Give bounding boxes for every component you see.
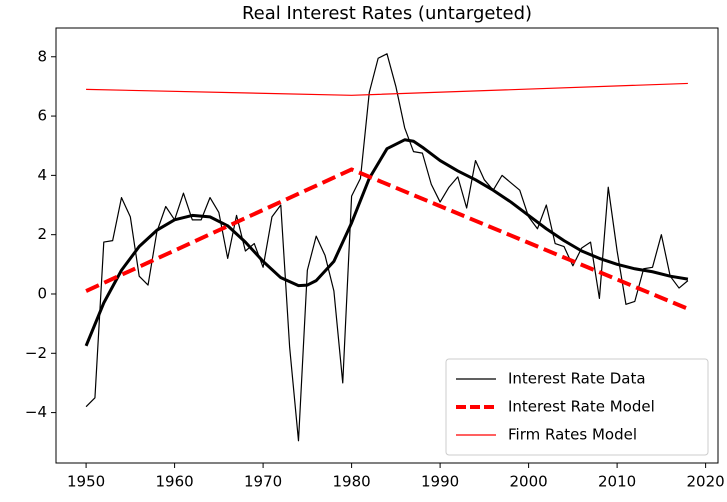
y-tick-label: 4 — [37, 166, 47, 184]
plot-frame — [55, 27, 719, 464]
series-line — [84, 138, 689, 347]
y-tick-label: 0 — [37, 284, 47, 302]
series-line — [85, 53, 689, 442]
series-line — [86, 82, 688, 96]
chart-title: Real Interest Rates (untargeted) — [242, 3, 532, 24]
x-tick-label: 1950 — [67, 473, 105, 491]
x-tick-label: 2010 — [598, 473, 636, 491]
y-tick-label: −4 — [25, 403, 47, 421]
x-tick-label: 1960 — [155, 473, 193, 491]
x-tick-label: 2020 — [687, 473, 725, 491]
x-tick-label: 2000 — [510, 473, 548, 491]
legend-label: Interest Rate Data — [508, 370, 646, 388]
legend-label: Firm Rates Model — [508, 426, 637, 444]
legend-box — [445, 358, 709, 456]
series-line — [85, 167, 689, 311]
x-tick-label: 1990 — [421, 473, 459, 491]
y-tick-label: 8 — [37, 47, 47, 65]
x-tick-label: 1970 — [244, 473, 282, 491]
y-tick-label: 2 — [37, 225, 47, 243]
y-tick-label: 6 — [37, 107, 47, 125]
x-tick-label: 1980 — [333, 473, 371, 491]
legend-label: Interest Rate Model — [508, 398, 655, 416]
y-tick-label: −2 — [25, 344, 47, 362]
